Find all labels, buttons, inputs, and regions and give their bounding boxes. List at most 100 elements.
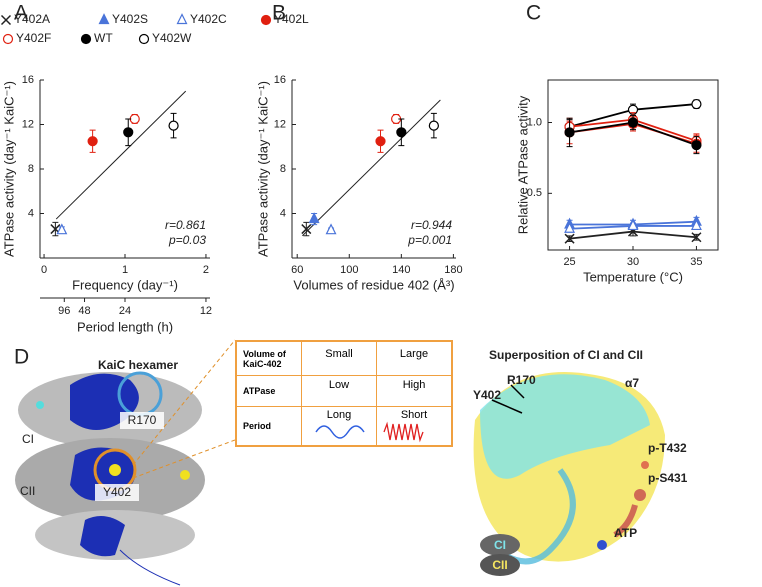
- x2-axis-label: Period length (h): [77, 319, 173, 334]
- structure-label: p-S431: [648, 471, 688, 485]
- marker: [691, 232, 702, 243]
- marker: [168, 120, 179, 131]
- table-cell: Large: [376, 340, 453, 376]
- x-axis-label: Temperature (°C): [583, 269, 683, 284]
- x-tick-label: 1: [122, 264, 128, 276]
- legend-marker: [98, 13, 110, 25]
- legend-label: CII: [492, 558, 507, 572]
- legend-marker: [138, 33, 150, 45]
- marker: [375, 136, 386, 147]
- domain-label: CII: [20, 484, 35, 498]
- table-cell: Short: [376, 406, 453, 447]
- legend-label: CI: [494, 538, 506, 552]
- legend-marker: [0, 14, 12, 26]
- marker: [325, 223, 337, 235]
- x2-tick-label: 48: [78, 305, 90, 317]
- hexamer-title: KaiC hexamer: [98, 358, 178, 372]
- structure-label: p-T432: [648, 441, 687, 455]
- x-axis-label: Volumes of residue 402 (Å³): [293, 277, 454, 292]
- marker: [129, 113, 140, 125]
- legend-label: Y402F: [16, 31, 51, 45]
- fit-line: [302, 99, 441, 237]
- x-tick-label: 140: [392, 264, 410, 276]
- y-tick-label: 4: [280, 207, 286, 219]
- x2-tick-label: 12: [200, 305, 212, 317]
- table-cell: Small: [301, 340, 377, 376]
- table-cell: ATPase: [235, 375, 302, 407]
- annotation: r=0.944: [411, 218, 452, 232]
- annotation: p=0.001: [407, 233, 452, 247]
- y-tick-label: 12: [22, 118, 34, 130]
- y-axis-label: ATPase activity (day⁻¹ KaiC⁻¹): [255, 81, 270, 257]
- x-tick-label: 35: [690, 256, 702, 268]
- x-tick-label: 25: [563, 256, 575, 268]
- table-cell: Volume of KaiC-402: [235, 340, 302, 376]
- y-tick-label: 4: [28, 207, 34, 219]
- fit-line: [55, 90, 187, 220]
- residue-label: Y402: [103, 485, 131, 499]
- marker: [690, 219, 702, 231]
- y-axis-label: Relative ATPase activity: [515, 95, 530, 234]
- y-tick-label: 1.0: [527, 116, 542, 128]
- x-tick-label: 30: [627, 256, 639, 268]
- table-cell: Low: [301, 375, 377, 407]
- structure-label: ATP: [614, 526, 637, 540]
- panel-label: B: [272, 2, 286, 25]
- legend-label: Y402A: [14, 12, 50, 26]
- superposition-structure: [473, 372, 665, 576]
- legend-marker: [176, 13, 188, 25]
- table-cell: Long: [301, 406, 377, 447]
- y-tick-label: 8: [280, 163, 286, 175]
- x-axis-label: Frequency (day⁻¹): [72, 277, 178, 292]
- marker: [123, 127, 134, 138]
- annotation: p=0.03: [168, 233, 206, 247]
- y-tick-label: 16: [22, 74, 34, 86]
- x2-tick-label: 96: [58, 305, 70, 317]
- x-tick-label: 0: [41, 264, 47, 276]
- marker: [87, 136, 98, 147]
- y-tick-label: 12: [274, 118, 286, 130]
- x-tick-label: 180: [444, 264, 462, 276]
- marker: [627, 117, 639, 128]
- marker: [428, 120, 439, 131]
- domain-label: CI: [22, 432, 34, 446]
- legend-label: Y402S: [112, 12, 148, 26]
- residue-label: R170: [128, 413, 157, 427]
- marker: [564, 127, 575, 138]
- marker: [691, 98, 702, 110]
- x-tick-label: 60: [291, 264, 303, 276]
- panel-label: C: [526, 2, 541, 25]
- y-tick-label: 8: [28, 163, 34, 175]
- y-axis-label: ATPase activity (day⁻¹ KaiC⁻¹): [1, 81, 16, 257]
- legend-marker: [2, 33, 14, 45]
- hexamer-structure: [15, 339, 236, 586]
- marker: [691, 140, 702, 151]
- y-tick-label: 16: [274, 74, 286, 86]
- x-tick-label: 100: [340, 264, 358, 276]
- summary-table: Volume of KaiC-402 Small Large ATPase Low Hi…: [235, 340, 453, 447]
- panel-label: A: [14, 2, 28, 25]
- marker: [301, 224, 312, 235]
- annotation: r=0.861: [165, 218, 206, 232]
- marker: [308, 212, 320, 224]
- marker: [396, 127, 407, 138]
- structure-label: Y402: [473, 388, 501, 402]
- legend-label: Y402C: [190, 12, 227, 26]
- superposition-title: Superposition of CI and CII: [489, 348, 643, 362]
- structure-label: R170: [507, 373, 536, 387]
- legend-marker: [260, 14, 272, 26]
- marker: [564, 221, 576, 233]
- y-tick-label: 0.5: [527, 187, 542, 199]
- legend-label: WT: [94, 31, 113, 45]
- legend-marker: [80, 33, 92, 45]
- table-cell: High: [376, 375, 453, 407]
- marker: [564, 233, 575, 244]
- legend-label: Y402W: [152, 31, 192, 45]
- table-cell: Period: [235, 406, 302, 447]
- marker: [56, 223, 68, 235]
- x2-tick-label: 24: [119, 305, 131, 317]
- structure-label: α7: [625, 376, 639, 390]
- x-tick-label: 2: [203, 264, 209, 276]
